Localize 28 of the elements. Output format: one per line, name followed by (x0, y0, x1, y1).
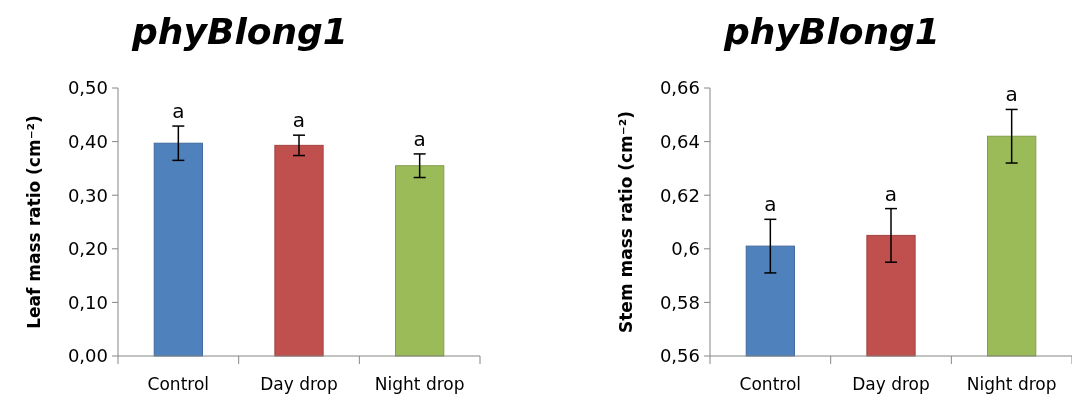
x-tick-label: Night drop (374, 374, 465, 394)
annotation: a (884, 181, 898, 206)
x-tick-label: Control (147, 374, 210, 394)
y-tick-label: 0,66 (659, 77, 700, 99)
y-axis-title: Stem mass ratio (cm⁻²) (616, 110, 636, 334)
y-tick-label: 0,6 (671, 238, 700, 260)
y-tick-label: 0,00 (67, 345, 108, 367)
chart-title: phyBlong1 (131, 11, 348, 52)
y-tick-label: 0,56 (659, 345, 700, 367)
y-tick-label: 0,20 (67, 238, 108, 260)
x-tick-label: Day drop (260, 374, 338, 394)
chart-title: phyBlong1 (723, 11, 940, 52)
y-tick-label: 0,58 (659, 291, 700, 313)
y-tick-label: 0,40 (67, 130, 108, 152)
x-tick-label: Night drop (966, 374, 1057, 394)
x-tick-label: Day drop (852, 374, 930, 394)
x-tick-label: Control (739, 374, 802, 394)
annotation: a (292, 108, 306, 133)
y-axis-title: Leaf mass ratio (cm⁻²) (24, 115, 44, 329)
y-tick-label: 0,62 (659, 184, 700, 206)
annotation: a (764, 192, 777, 217)
y-tick-label: 0,30 (67, 184, 108, 206)
y-tick-label: 0,10 (67, 291, 108, 313)
annotation: a (172, 99, 185, 124)
y-tick-label: 0,50 (67, 77, 108, 99)
annotation: a (413, 126, 426, 151)
y-tick-label: 0,64 (659, 130, 700, 152)
annotation: a (1005, 82, 1018, 107)
